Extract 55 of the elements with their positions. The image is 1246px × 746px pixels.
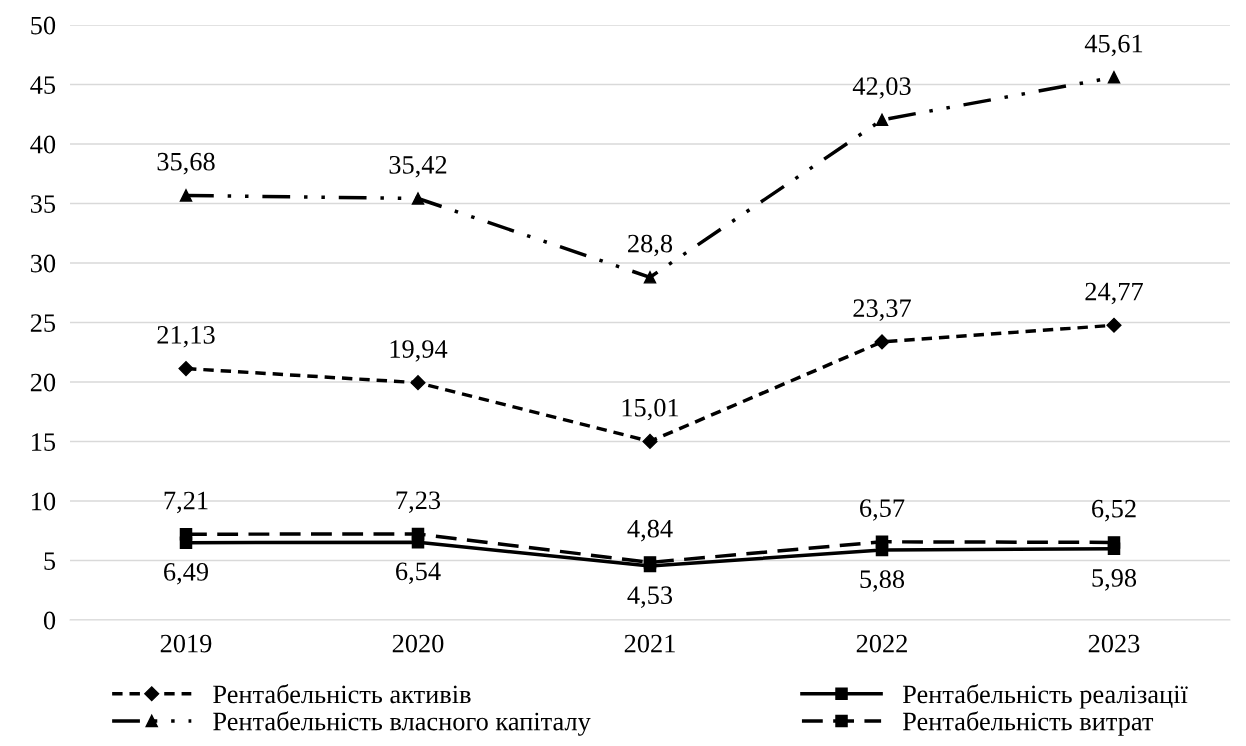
y-tick-label: 50	[31, 16, 56, 35]
point	[410, 375, 426, 391]
point	[1107, 70, 1121, 84]
data-label: 6,57	[860, 499, 905, 521]
point	[411, 527, 425, 541]
data-label: 4,84	[627, 519, 673, 542]
data-label: 15,01	[622, 398, 679, 421]
legend-label: Рентабельність активів	[213, 684, 471, 704]
data-label: 5,88	[860, 570, 905, 592]
point	[179, 527, 193, 541]
data-label: 5,98	[1092, 569, 1137, 591]
y-tick-label: 45	[30, 76, 56, 94]
data-label: 6,49	[164, 563, 209, 585]
point	[179, 189, 193, 202]
data-label: 28,8	[628, 234, 673, 257]
x-tick-label: 2019	[160, 634, 212, 653]
point	[178, 360, 194, 377]
data-label: 35,68	[157, 152, 215, 175]
point	[1106, 317, 1122, 333]
y-tick-label: 30	[30, 254, 56, 273]
legend-label: Рентабельність витрат	[902, 711, 1154, 736]
y-tick-label: 5	[44, 552, 56, 570]
y-tick-label: 15	[32, 433, 56, 451]
data-label: 19,94	[390, 340, 448, 362]
point	[411, 192, 425, 205]
y-tick-label: 25	[30, 314, 56, 332]
point	[1107, 536, 1121, 549]
legend-label: Рентабельність власного капіталу	[213, 711, 591, 736]
point	[875, 535, 889, 549]
data-label: 7,23	[396, 491, 441, 513]
data-label: 35,42	[389, 155, 447, 178]
point	[642, 433, 658, 449]
y-tick-label: 35	[30, 195, 56, 213]
point	[875, 113, 889, 127]
legend-label: Рентабельність реалізації	[902, 684, 1188, 709]
data-label: 6,54	[396, 562, 441, 584]
data-label: 21,13	[157, 326, 215, 348]
data-label: 4,53	[627, 586, 673, 608]
x-tick-label: 2021	[624, 634, 675, 653]
y-tick-label: 40	[30, 135, 56, 154]
y-tick-label: 10	[32, 492, 56, 511]
data-label: 24,77	[1085, 282, 1143, 305]
x-tick-label: 2022	[856, 634, 907, 653]
point	[874, 334, 890, 350]
data-label: 6,52	[1092, 499, 1136, 522]
data-label: 23,37	[853, 299, 911, 321]
point	[643, 556, 657, 569]
y-tick-label: 0	[43, 611, 56, 630]
data-label: 45,61	[1084, 34, 1143, 57]
data-label: 42,03	[852, 77, 911, 99]
y-tick-label: 20	[30, 373, 56, 392]
x-tick-label: 2023	[1088, 634, 1140, 653]
point	[643, 271, 657, 284]
x-tick-label: 2020	[392, 634, 444, 653]
data-label: 7,21	[164, 491, 208, 514]
